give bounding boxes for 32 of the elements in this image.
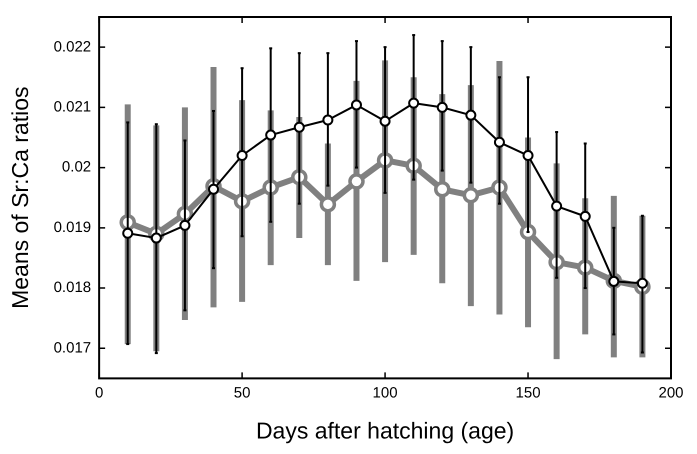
x-tick-label: 200	[658, 384, 684, 402]
point	[350, 99, 362, 110]
point	[265, 130, 276, 141]
x-tick-label: 0	[94, 384, 104, 402]
point	[551, 200, 562, 212]
point	[179, 220, 190, 231]
point	[580, 210, 591, 222]
y-tick-label: 0.02	[62, 158, 92, 176]
point	[348, 173, 365, 190]
x-axis-title: Days after hatching (age)	[256, 418, 514, 444]
y-tick-label: 0.019	[54, 218, 92, 236]
point	[294, 122, 305, 133]
point	[434, 181, 451, 198]
x-tick-label: 100	[372, 384, 398, 402]
x-tick-label: 50	[234, 384, 250, 402]
y-tick-label: 0.017	[54, 339, 92, 356]
point	[436, 102, 448, 113]
point	[494, 136, 505, 148]
point	[522, 150, 534, 162]
y-tick-label: 0.018	[54, 279, 92, 296]
point	[320, 196, 336, 213]
y-tick-label: 0.022	[54, 38, 92, 56]
point	[380, 116, 391, 127]
point	[322, 114, 334, 126]
point	[462, 187, 480, 204]
x-tick-label: 150	[516, 384, 541, 402]
point	[408, 98, 420, 109]
y-tick-label: 0.021	[54, 98, 92, 116]
point	[236, 150, 248, 162]
y-axis-title: Means of Sr:Ca ratios	[7, 86, 34, 309]
point	[465, 110, 476, 121]
point	[122, 228, 134, 239]
